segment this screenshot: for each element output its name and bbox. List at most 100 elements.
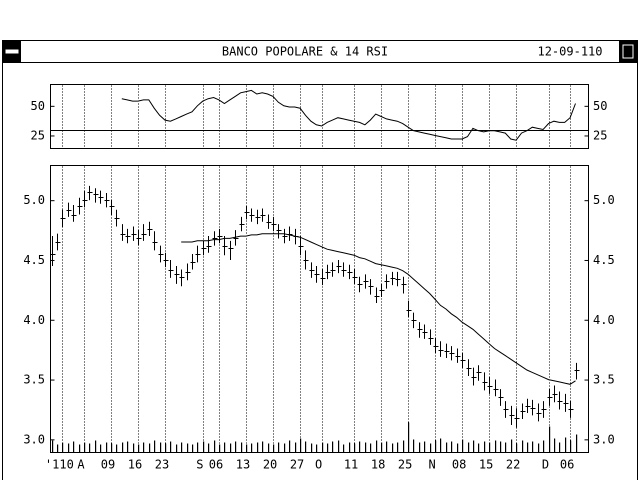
volume-bar [424,441,426,453]
x-tick-label: 13 [236,458,250,472]
volume-bar [522,440,524,453]
volume-bar [495,440,497,453]
volume-bar [403,440,405,453]
y-tick-label: 5.0 [23,193,45,207]
x-tick-label: 18 [371,458,385,472]
x-tick-label: 22 [506,458,520,472]
volume-bar [52,440,54,453]
volume-bar [246,444,248,453]
x-tick-label: '110 [45,458,74,472]
volume-bar [440,438,442,453]
y-tick-label-right: 3.0 [593,432,615,446]
window-title: BANCO POPOLARE & 14 RSI [222,45,388,59]
volume-bar [392,443,394,453]
volume-bar [278,442,280,453]
rsi-line [121,89,576,141]
volume-bar [273,444,275,453]
volume-bar [500,441,502,453]
volume-bar [376,440,378,453]
y-tick-label: 25 [31,128,45,142]
x-tick-label: 16 [128,458,142,472]
menu-button-icon [5,49,19,54]
x-tick-label: 25 [398,458,412,472]
volume-bar [127,441,129,453]
x-tick-label: S [196,458,203,472]
volume-bar [95,440,97,453]
volume-bar [187,443,189,453]
volume-bar [327,443,329,453]
volume-bar [133,443,135,453]
volume-bar [251,443,253,453]
volume-bar [241,442,243,453]
volume-bar [543,440,545,453]
volume-bar [154,440,156,453]
volume-bar [338,440,340,453]
x-tick-label: 20 [263,458,277,472]
volume-bar [576,434,578,453]
volume-bar [122,442,124,453]
volume-bar [116,444,118,453]
volume-bar [538,443,540,453]
y-tick-label: 4.0 [23,313,45,327]
volume-bar [230,443,232,453]
maximize-button-box [619,41,637,62]
volume-bar [289,440,291,453]
volume-bar [516,443,518,453]
volume-bar [559,442,561,453]
x-tick-label: 09 [101,458,115,472]
volume-bar [419,442,421,453]
volume-bar [149,443,151,453]
x-tick-label: 27 [290,458,304,472]
volume-bar [554,438,556,453]
volume-bar [68,443,70,453]
y-tick-label-right: 4.0 [593,313,615,327]
x-tick-label: O [315,458,322,472]
volume-bar [100,444,102,453]
volume-bar [62,442,64,453]
price-panel [50,165,589,453]
volume-bar [143,442,145,453]
volume-bar [284,443,286,453]
volume-bar [57,444,59,453]
volume-bar [138,444,140,453]
volume-bar [349,442,351,453]
volume-bar [79,444,81,453]
x-tick-label: 11 [344,458,358,472]
maximize-button[interactable] [619,41,637,62]
volume-bar [565,437,567,453]
menu-button[interactable] [3,41,21,62]
volume-bar [549,426,551,453]
volume-bar [262,441,264,453]
volume-bar [359,441,361,453]
volume-bar [570,440,572,453]
volume-bar [381,442,383,453]
y-tick-label-right: 50 [593,99,607,113]
volume-bar [473,440,475,453]
volume-bar [181,442,183,453]
volume-bar [397,442,399,453]
volume-bar [73,441,75,453]
volume-bar [413,439,415,453]
volume-bar [446,442,448,453]
volume-bar [386,441,388,453]
volume-bar [214,440,216,453]
volume-bar [478,443,480,453]
volume-bar [165,443,167,453]
rsi-panel [50,84,589,149]
volume-bar [451,441,453,453]
volume-bar [462,439,464,453]
volume-bar [235,441,237,453]
volume-bar [305,441,307,453]
x-tick-label: D [542,458,549,472]
x-tick-label: 15 [479,458,493,472]
y-tick-label: 50 [31,99,45,113]
volume-bar [268,443,270,453]
moving-average-line [181,233,576,385]
volume-bar [192,444,194,453]
volume-bar [197,442,199,453]
volume-bar [354,443,356,453]
y-tick-label: 4.5 [23,253,45,267]
volume-bar [208,443,210,453]
x-tick-label: 06 [209,458,223,472]
volume-bar [106,442,108,453]
